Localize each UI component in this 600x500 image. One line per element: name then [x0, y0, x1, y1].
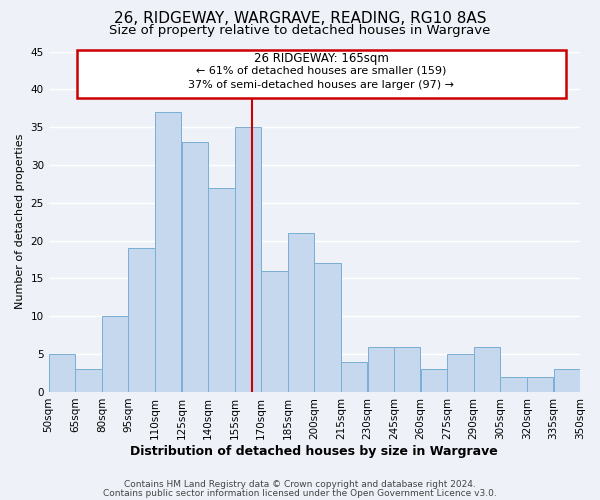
- Bar: [128, 248, 155, 392]
- Bar: [474, 346, 500, 392]
- Bar: [421, 370, 447, 392]
- Bar: [262, 271, 287, 392]
- Text: Contains public sector information licensed under the Open Government Licence v3: Contains public sector information licen…: [103, 488, 497, 498]
- Bar: [314, 264, 341, 392]
- Text: 37% of semi-detached houses are larger (97) →: 37% of semi-detached houses are larger (…: [188, 80, 454, 90]
- Bar: [288, 233, 314, 392]
- Bar: [554, 370, 580, 392]
- Bar: [500, 377, 527, 392]
- Bar: [527, 377, 553, 392]
- Bar: [76, 370, 101, 392]
- Bar: [208, 188, 235, 392]
- Y-axis label: Number of detached properties: Number of detached properties: [15, 134, 25, 310]
- Bar: [49, 354, 75, 392]
- Bar: [155, 112, 181, 392]
- Bar: [102, 316, 128, 392]
- Text: 26 RIDGEWAY: 165sqm: 26 RIDGEWAY: 165sqm: [254, 52, 389, 65]
- X-axis label: Distribution of detached houses by size in Wargrave: Distribution of detached houses by size …: [130, 444, 498, 458]
- Bar: [235, 127, 261, 392]
- Text: Contains HM Land Registry data © Crown copyright and database right 2024.: Contains HM Land Registry data © Crown c…: [124, 480, 476, 489]
- Bar: [368, 346, 394, 392]
- Text: ← 61% of detached houses are smaller (159): ← 61% of detached houses are smaller (15…: [196, 66, 446, 76]
- Bar: [341, 362, 367, 392]
- Text: 26, RIDGEWAY, WARGRAVE, READING, RG10 8AS: 26, RIDGEWAY, WARGRAVE, READING, RG10 8A…: [114, 11, 486, 26]
- Text: Size of property relative to detached houses in Wargrave: Size of property relative to detached ho…: [109, 24, 491, 37]
- Bar: [394, 346, 421, 392]
- Bar: [447, 354, 473, 392]
- Bar: [182, 142, 208, 392]
- FancyBboxPatch shape: [77, 50, 566, 98]
